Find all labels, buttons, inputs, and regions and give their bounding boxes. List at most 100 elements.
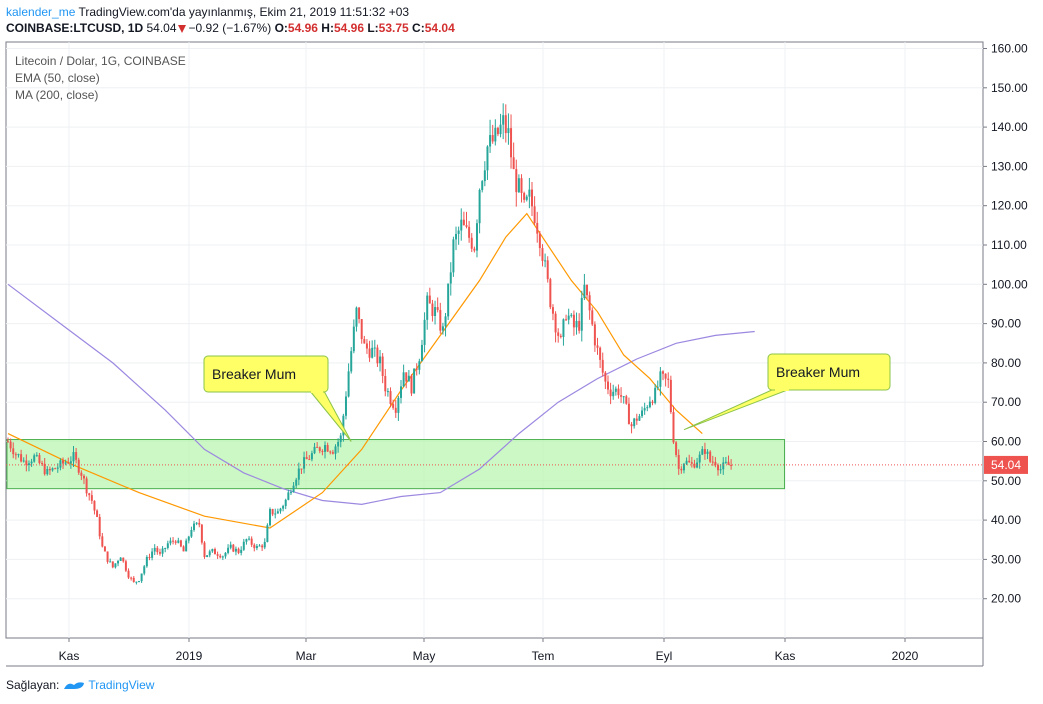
candle-body bbox=[229, 544, 232, 548]
candle-body bbox=[496, 127, 499, 135]
candle-body bbox=[25, 460, 28, 466]
candle-body bbox=[46, 469, 49, 475]
candle-body bbox=[321, 450, 324, 452]
candle-body bbox=[727, 461, 730, 465]
candle-body bbox=[213, 549, 216, 555]
chart-header: kalender_me TradingView.com'da yayınlanm… bbox=[6, 4, 455, 36]
callouts: Breaker Mum Breaker Mum bbox=[203, 353, 891, 442]
candle-body bbox=[148, 557, 151, 559]
callout-box[interactable] bbox=[203, 355, 329, 393]
candle-body bbox=[475, 223, 478, 251]
candle-body bbox=[701, 449, 704, 455]
candle-body bbox=[355, 307, 358, 327]
candle-body bbox=[14, 454, 17, 456]
tradingview-logo-icon bbox=[64, 682, 85, 689]
candle-body bbox=[696, 462, 699, 468]
candle-body bbox=[667, 378, 670, 380]
candle-body bbox=[271, 509, 274, 515]
candle-body bbox=[22, 460, 25, 462]
candle-body bbox=[269, 509, 271, 526]
callout-box[interactable] bbox=[767, 353, 891, 391]
candle-body bbox=[515, 169, 518, 193]
candle-body bbox=[549, 279, 552, 308]
candle-body bbox=[614, 388, 617, 392]
candle-body bbox=[7, 441, 9, 443]
candle-body bbox=[30, 461, 33, 464]
candle-body bbox=[386, 391, 389, 393]
candle-body bbox=[512, 157, 515, 170]
candle-body bbox=[588, 295, 591, 311]
candle-body bbox=[135, 581, 138, 583]
candle-body bbox=[635, 418, 638, 421]
candle-body bbox=[583, 284, 586, 298]
candle-body bbox=[274, 513, 277, 515]
candle-body bbox=[255, 546, 258, 549]
candle-body bbox=[227, 547, 230, 553]
candle-body bbox=[344, 396, 347, 416]
legend-ma[interactable]: MA (200, close) bbox=[15, 88, 99, 102]
y-tick-label: 100.00 bbox=[991, 277, 1028, 291]
candle-body bbox=[237, 548, 240, 553]
low-label: L: bbox=[367, 21, 379, 35]
low-value: 53.75 bbox=[378, 21, 409, 35]
candle-body bbox=[698, 454, 701, 463]
candle-body bbox=[143, 566, 146, 574]
candle-body bbox=[656, 386, 659, 388]
candle-body bbox=[151, 551, 154, 558]
x-tick-label: Kas bbox=[775, 649, 796, 663]
candle-body bbox=[88, 493, 91, 496]
candle-body bbox=[604, 372, 607, 382]
candle-body bbox=[20, 454, 23, 462]
candle-body bbox=[12, 448, 15, 455]
candle-body bbox=[363, 339, 366, 344]
candles bbox=[7, 103, 733, 585]
candle-body bbox=[724, 461, 727, 463]
candle-body bbox=[714, 461, 717, 466]
last-price: 54.04 bbox=[146, 21, 177, 35]
tradingview-link[interactable]: TradingView bbox=[63, 678, 154, 692]
candle-body bbox=[334, 446, 337, 454]
candle-body bbox=[478, 189, 481, 224]
y-tick-label: 70.00 bbox=[991, 395, 1021, 409]
candle-body bbox=[646, 407, 649, 409]
candle-body bbox=[72, 452, 75, 462]
close-value: 54.04 bbox=[424, 21, 455, 35]
callout-label: Breaker Mum bbox=[212, 366, 296, 382]
callout-pointer bbox=[683, 388, 791, 431]
open-value: 54.96 bbox=[287, 21, 318, 35]
candle-body bbox=[410, 375, 413, 394]
candle-body bbox=[219, 555, 222, 558]
candle-body bbox=[591, 310, 594, 325]
candle-body bbox=[662, 371, 664, 374]
legend-ema[interactable]: EMA (50, close) bbox=[15, 71, 100, 85]
candle-body bbox=[138, 581, 140, 583]
candle-body bbox=[67, 462, 70, 464]
candle-body bbox=[316, 446, 319, 448]
candle-body bbox=[282, 506, 285, 509]
candle-body bbox=[365, 343, 368, 349]
candle-body bbox=[174, 541, 177, 543]
candle-body bbox=[413, 368, 416, 394]
candle-body bbox=[606, 381, 609, 390]
candle-body bbox=[617, 388, 620, 396]
candle-body bbox=[103, 546, 106, 552]
candle-body bbox=[400, 386, 402, 398]
candle-body bbox=[675, 442, 678, 455]
candle-body bbox=[682, 463, 685, 471]
x-tick-label: May bbox=[413, 649, 436, 663]
breaker-zone-rect[interactable] bbox=[6, 439, 786, 490]
legend-title: Litecoin / Dolar, 1G, COINBASE bbox=[15, 54, 186, 68]
candle-body bbox=[468, 226, 471, 238]
candle-body bbox=[481, 181, 484, 190]
y-tick-label: 30.00 bbox=[991, 552, 1021, 566]
ma-layer bbox=[7, 212, 755, 529]
candle-body bbox=[489, 135, 492, 147]
author-link[interactable]: kalender_me bbox=[6, 5, 76, 19]
high-label: H: bbox=[321, 21, 334, 35]
candle-body bbox=[638, 416, 641, 421]
candle-body bbox=[41, 463, 44, 465]
candle-body bbox=[455, 233, 458, 240]
candle-body bbox=[130, 577, 133, 579]
candle-body bbox=[208, 551, 211, 556]
